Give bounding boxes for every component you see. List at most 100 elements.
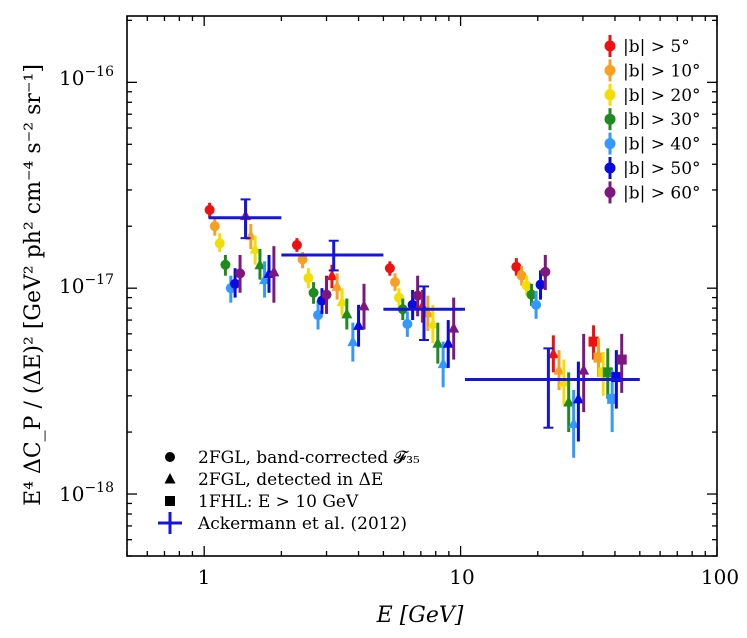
data-point [259,261,271,298]
circle-marker [535,279,546,290]
data-point [464,347,640,429]
data-point [427,304,439,344]
legend-marker [604,138,616,150]
legend-entry-marker-type: 1FHL: E > 10 GeV [165,492,359,512]
legend-marker [165,496,175,506]
legend-label: 2FGL, detected in ΔE [198,470,383,490]
data-point [336,288,348,317]
triangle-marker [358,299,370,311]
data-point [384,261,395,276]
data-point [407,289,418,321]
circle-marker [407,299,418,310]
triangle-marker [268,265,280,277]
data-point [235,254,246,293]
legend-label: |b| > 5° [623,37,690,57]
data-point [568,390,580,458]
data-point [535,270,546,300]
triangle-marker [558,376,570,387]
data-point [268,246,280,303]
data-point [303,268,314,289]
data-point [572,361,584,442]
circle-marker [297,254,308,265]
circle-marker [308,287,319,298]
data-point [521,275,532,296]
legend-label: 1FHL: E > 10 GeV [198,492,359,512]
data-point [326,264,338,289]
legend-marker [604,40,616,52]
data-point [553,350,565,391]
x-tick-labels: 1 10 100 [198,565,739,589]
data-point [602,348,613,399]
data-point [281,239,384,272]
data-point [442,320,454,368]
data-point [214,233,225,252]
data-point [383,285,465,342]
circle-marker [230,278,241,289]
legend-label: |b| > 60° [623,183,701,203]
triangle-marker [341,307,353,319]
triangle-marker [448,322,460,333]
data-point [516,266,527,286]
data-point [308,282,319,304]
legend-label: Ackermann et al. (2012) [197,514,407,534]
y-axis-label: E⁴ ΔC_P / (ΔE)² [GeV² ph² cm⁻⁴ s⁻² sr⁻¹] [21,64,46,506]
data-point [254,249,266,280]
legend-marker [604,162,616,174]
data-point [547,335,559,373]
plot-area [204,198,640,458]
triangle-marker [326,269,338,281]
legend-label: |b| > 40° [623,135,701,155]
data-point [331,273,343,300]
circle-marker [412,290,423,301]
triangle-marker [249,243,261,254]
data-point [208,198,282,240]
circle-marker [321,289,332,300]
legend-marker [604,64,616,76]
circle-marker [384,263,395,274]
triangle-marker [353,319,365,330]
data-point [249,235,261,265]
circle-marker [511,261,522,272]
data-point [540,254,551,290]
triangle-marker [547,347,559,359]
x-axis-label: E [GeV] [376,603,464,628]
legend-entry-latitude: |b| > 10° [604,59,701,82]
data-point [578,333,590,413]
data-point [209,217,220,236]
triangle-marker [254,258,266,270]
circle-marker [531,299,542,310]
data-point [616,333,627,393]
legend-marker [165,452,175,462]
y-tick-label: 10−17 [59,272,114,298]
legend-entry-marker-type: 2FGL, detected in ΔE [164,470,383,490]
circle-marker [204,204,215,215]
circle-marker [303,273,314,284]
square-marker [602,367,613,378]
data-point [558,359,570,406]
y-tick-label: 10−18 [59,480,114,506]
legend-entry-latitude: |b| > 60° [604,181,701,204]
circle-marker [291,240,302,251]
axis-ticks [126,16,718,557]
legend-label: |b| > 20° [623,86,701,106]
x-tick-label: 100 [701,565,739,589]
data-point [402,311,413,337]
triangle-marker [553,364,565,375]
legend-marker [164,473,176,484]
circle-marker [220,259,231,270]
triangle-marker [331,280,343,291]
plot-frame [126,15,718,557]
legend-entry-latitude: |b| > 40° [604,132,701,155]
triangle-marker [563,395,575,407]
legend-marker [604,89,616,101]
x-tick-label: 10 [449,565,474,589]
circle-marker [209,221,220,232]
triangle-marker [572,392,584,404]
circle-marker [540,266,551,277]
triangle-marker [259,273,271,285]
data-point [511,258,522,276]
data-point [432,322,444,364]
circle-marker [521,280,532,291]
